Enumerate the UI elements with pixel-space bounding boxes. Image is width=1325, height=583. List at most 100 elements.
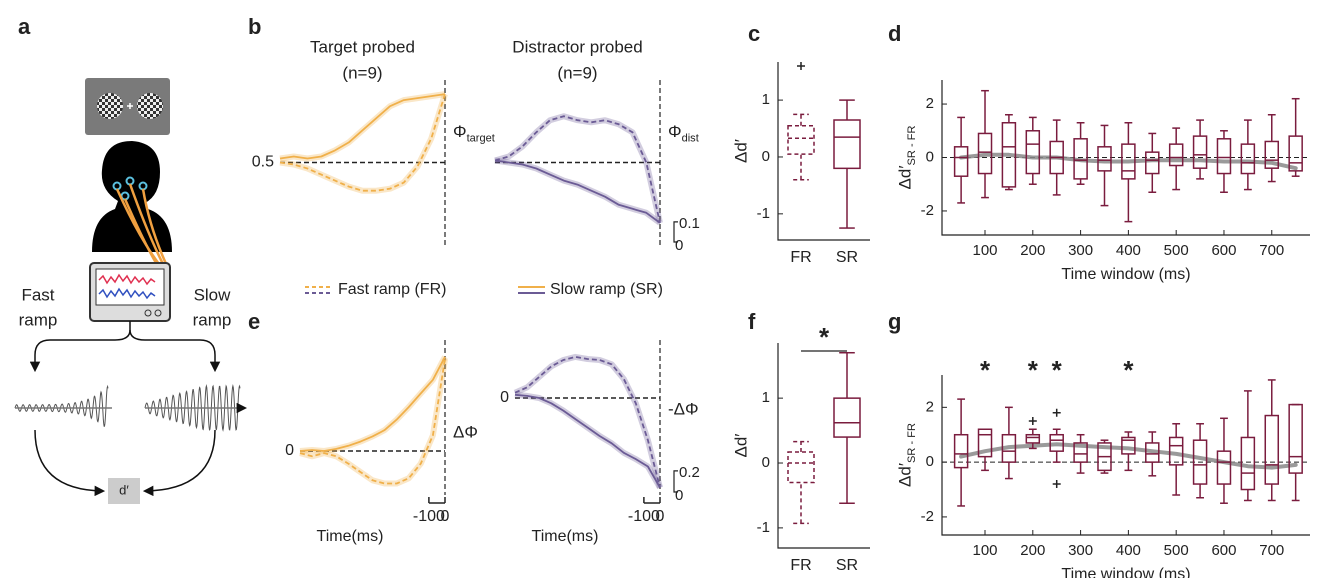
box xyxy=(1073,442,1088,463)
outlier xyxy=(1052,480,1061,489)
x-axis-label: Time(ms) xyxy=(532,528,599,545)
x-tick-label: -100 xyxy=(628,508,660,525)
box xyxy=(1025,433,1041,444)
panel-label: c xyxy=(748,21,760,46)
signal xyxy=(98,287,156,300)
monitor-screen xyxy=(95,268,165,306)
arrow xyxy=(29,321,131,373)
x-axis-label: Time(ms) xyxy=(317,528,384,545)
x-tick-label: 0 xyxy=(441,508,450,525)
schematic: Fast ramp Slow ramp d′ xyxy=(14,78,245,504)
label: -ΔΦ xyxy=(668,399,699,418)
box xyxy=(1216,138,1232,175)
legend-label: Slow ramp (SR) xyxy=(550,281,663,298)
box xyxy=(1192,439,1208,485)
box xyxy=(1025,130,1041,175)
x-tick-label: 200 xyxy=(1020,542,1045,559)
series-band xyxy=(279,91,446,162)
x-tick-label: 300 xyxy=(1068,242,1093,259)
arrow xyxy=(34,429,106,497)
panel-label: b xyxy=(248,14,261,39)
box xyxy=(833,119,861,170)
x-tick-label: 300 xyxy=(1068,542,1093,559)
label-sub: dist xyxy=(682,132,699,144)
box xyxy=(1097,146,1112,172)
star: * xyxy=(1052,355,1063,385)
chart-subtitle: (n=9) xyxy=(557,63,597,82)
star: * xyxy=(1123,355,1134,385)
label: Δd′ xyxy=(731,139,750,163)
y-tick-label: 0 xyxy=(285,442,294,459)
y-tick-label: 0 xyxy=(926,148,934,165)
x-axis-label: Time window (ms) xyxy=(1061,566,1190,578)
box xyxy=(1049,433,1064,452)
box xyxy=(1192,135,1208,169)
series-line xyxy=(494,159,661,224)
x-tick-label: 200 xyxy=(1020,242,1045,259)
y-tick-label: -1 xyxy=(757,205,770,222)
x-tick-label: 600 xyxy=(1211,242,1236,259)
box xyxy=(1073,138,1088,180)
label: Φdist xyxy=(668,122,699,144)
box xyxy=(953,146,969,177)
y-tick-label: -1 xyxy=(757,519,770,536)
panel-label: a xyxy=(18,14,31,39)
box xyxy=(787,451,815,484)
box xyxy=(977,428,993,458)
series-line xyxy=(494,115,661,224)
fast-label: Fast xyxy=(21,285,54,304)
dprime-label: d′ xyxy=(119,482,129,497)
series-band xyxy=(513,353,663,489)
x-tick-label: 700 xyxy=(1259,242,1284,259)
series-line xyxy=(279,93,446,160)
label: Δd′ xyxy=(731,434,750,458)
x-tick-label: 400 xyxy=(1116,542,1141,559)
label-sub: SR - FR xyxy=(906,423,918,463)
y-tick-label: 1 xyxy=(762,91,770,108)
y-tick-label: -2 xyxy=(921,508,934,525)
series-line xyxy=(514,356,661,488)
legend-label: Fast ramp (FR) xyxy=(338,281,446,298)
x-tick-label: 0 xyxy=(656,508,665,525)
y-tick-label: 0 xyxy=(762,148,770,165)
star: * xyxy=(1028,355,1039,385)
y-tick-label: 0 xyxy=(500,389,509,406)
outlier xyxy=(1028,417,1037,426)
label: Δd′SR - FR xyxy=(895,126,917,190)
legend: Fast ramp (FR) Slow ramp (SR) xyxy=(305,281,663,298)
waveform xyxy=(144,384,241,432)
label: ΔΦ xyxy=(453,422,478,441)
fixation xyxy=(127,103,133,109)
x-tick-label: FR xyxy=(790,557,811,574)
axes xyxy=(941,80,1310,236)
axes xyxy=(941,375,1310,536)
series-line xyxy=(299,356,446,452)
x-tick-label: 100 xyxy=(972,542,997,559)
dprime-box xyxy=(108,478,140,504)
fast-label: ramp xyxy=(19,310,58,329)
knob xyxy=(154,309,162,317)
label-sub: target xyxy=(467,132,495,144)
x-tick-label: FR xyxy=(790,249,811,266)
series-line xyxy=(299,358,446,485)
waveform xyxy=(14,384,109,427)
label: Δd′SR - FR xyxy=(895,423,917,487)
box xyxy=(1145,151,1160,175)
x-tick-label: 500 xyxy=(1164,242,1189,259)
scale-bar-label: 0.2 xyxy=(679,464,700,481)
panel-label: d xyxy=(888,21,901,46)
scale-bar xyxy=(673,470,678,493)
chart-subtitle: (n=9) xyxy=(342,63,382,82)
box xyxy=(1288,135,1303,172)
knob xyxy=(144,309,152,317)
series-band xyxy=(494,157,662,226)
x-tick-label: 700 xyxy=(1259,542,1284,559)
outlier xyxy=(797,61,805,70)
axes xyxy=(777,343,870,549)
box xyxy=(1121,143,1136,180)
x-axis-label: Time window (ms) xyxy=(1061,266,1190,283)
box xyxy=(1145,442,1160,463)
y-tick-label: 0 xyxy=(926,453,934,470)
box xyxy=(1264,414,1280,485)
box xyxy=(1121,436,1136,455)
